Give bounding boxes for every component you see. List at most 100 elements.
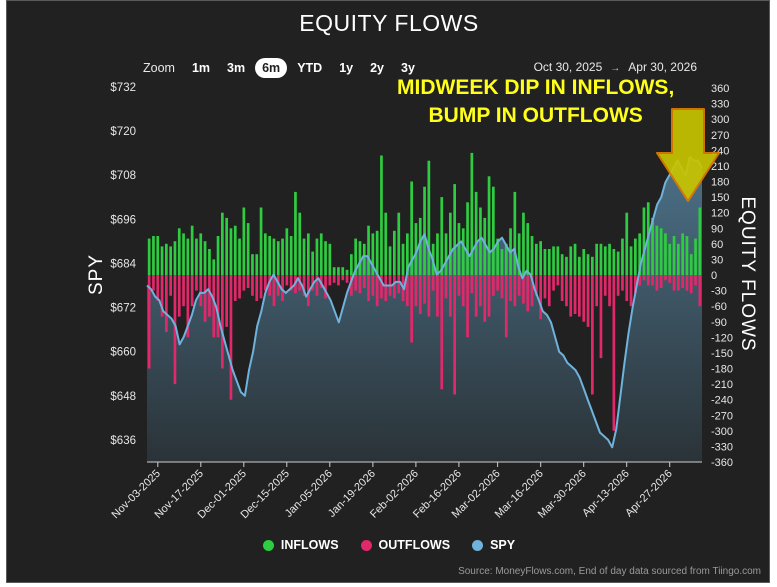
inflow-bar (152, 236, 155, 275)
legend-spy-label: SPY (490, 538, 516, 552)
zoom-3y-button[interactable]: 3y (401, 61, 415, 75)
outflow-bar (552, 275, 555, 291)
outflow-bar (543, 275, 547, 299)
inflow-bar (556, 246, 560, 275)
outflow-bar (203, 275, 207, 322)
inflow-bar (418, 217, 422, 275)
inflow-bar (358, 241, 362, 275)
outflow-bar (358, 275, 362, 294)
inflow-bar (466, 202, 469, 275)
left-axis-ticks: $732 $720 $708 $696 $684 $672 $660 $648 $636 (110, 82, 136, 447)
inflow-bar (393, 230, 396, 275)
zoom-ytd-button[interactable]: YTD (297, 61, 323, 75)
inflow-bar (487, 176, 491, 275)
inflow-bar (608, 243, 611, 275)
outflow-bar (655, 275, 659, 291)
outflow-bar (573, 275, 577, 314)
inflow-bar (182, 233, 185, 275)
left-tick-label: $648 (110, 391, 136, 403)
inflow-bar (453, 184, 456, 275)
outflow-bar (560, 275, 564, 301)
outflow-bar (371, 275, 375, 296)
inflow-bar (216, 236, 220, 275)
outflow-bar (212, 275, 216, 338)
spy-area (147, 156, 702, 462)
outflow-bar (216, 275, 220, 338)
inflow-bar (160, 246, 164, 275)
inflow-bar (371, 233, 375, 275)
outflow-bar (535, 275, 538, 296)
legend-item-inflows[interactable]: INFLOWS (262, 538, 339, 552)
outflow-bar (569, 275, 573, 317)
legend-item-spy[interactable]: SPY (472, 538, 515, 552)
inflow-bar (655, 225, 659, 275)
outflow-bar (474, 275, 478, 317)
outflow-bar (173, 275, 177, 385)
inflow-bar (298, 212, 302, 275)
right-axis-ticks: 3603303002702402101801501209060300-30-60… (711, 83, 733, 469)
inflow-bar (285, 228, 289, 276)
zoom-2y-button[interactable]: 2y (370, 61, 384, 75)
inflow-bar (380, 155, 383, 275)
zoom-6m-button[interactable]: 6m (255, 58, 288, 78)
zoom-1m-button[interactable]: 1m (191, 61, 211, 75)
inflow-bar (552, 246, 555, 275)
zoom-1y-button[interactable]: 1y (339, 61, 354, 75)
outflow-bar (160, 275, 164, 317)
x-axis-ticks: Nov-03-2025Nov-17-2025Dec-01-2025Dec-15-… (109, 462, 675, 521)
outflow-bar (229, 275, 233, 400)
legend: INFLOWS OUTFLOWS SPY (7, 538, 769, 552)
inflow-bar (246, 223, 250, 275)
outflow-bar (328, 275, 332, 286)
outflow-bar (479, 275, 482, 307)
outflow-bar (199, 275, 203, 307)
outflow-bar (264, 275, 267, 291)
outflow-bar (186, 275, 190, 338)
outflow-bar (384, 275, 388, 301)
right-tick-label: 30 (711, 254, 723, 266)
inflow-bar (268, 236, 271, 275)
inflow-bar (449, 212, 452, 275)
inflow-bar (625, 212, 629, 275)
legend-item-outflows[interactable]: OUTFLOWS (360, 538, 450, 552)
left-tick-label: $720 (110, 126, 136, 138)
range-from[interactable]: Oct 30, 2025 (533, 60, 603, 74)
outflow-bar (677, 275, 680, 291)
inflow-bar (535, 243, 538, 275)
inflow-bar (457, 223, 461, 275)
inflow-bar (651, 217, 654, 275)
inflow-bar (634, 238, 637, 275)
legend-inflows-label: INFLOWS (280, 538, 339, 552)
inflow-bar (539, 241, 542, 275)
inflow-bar (289, 236, 293, 275)
right-tick-label: 270 (711, 130, 729, 142)
inflow-bar (238, 238, 241, 275)
inflow-bar (629, 246, 633, 275)
outflow-bar (345, 275, 349, 283)
inflow-bar (384, 212, 388, 275)
outflow-bar (255, 275, 259, 301)
outflow-bar (289, 275, 293, 291)
outflow-bar (152, 275, 155, 291)
outflow-bar (375, 275, 379, 307)
inflow-bar (328, 243, 332, 275)
outflow-bar (233, 275, 237, 301)
inflow-bar (281, 238, 284, 275)
zoom-3m-button[interactable]: 3m (227, 61, 246, 75)
inflow-bar (591, 256, 594, 275)
outflow-bar (664, 275, 667, 281)
inflow-bar (259, 207, 263, 275)
inflow-bar (199, 233, 203, 275)
right-tick-label: -120 (711, 332, 733, 344)
range-to[interactable]: Apr 30, 2026 (628, 60, 697, 74)
right-tick-label: -270 (711, 410, 733, 422)
inflow-bar (212, 259, 216, 275)
right-tick-label: 0 (711, 270, 717, 282)
outflow-bar (591, 275, 594, 395)
outflow-bar (539, 275, 542, 320)
inflow-bar (362, 243, 366, 275)
inflow-bar (694, 238, 697, 275)
chart-plot: $732 $720 $708 $696 $684 $672 $660 $648 $636 360 3… (109, 82, 733, 521)
outflow-bar (681, 275, 684, 288)
outflow-bar (599, 275, 603, 359)
